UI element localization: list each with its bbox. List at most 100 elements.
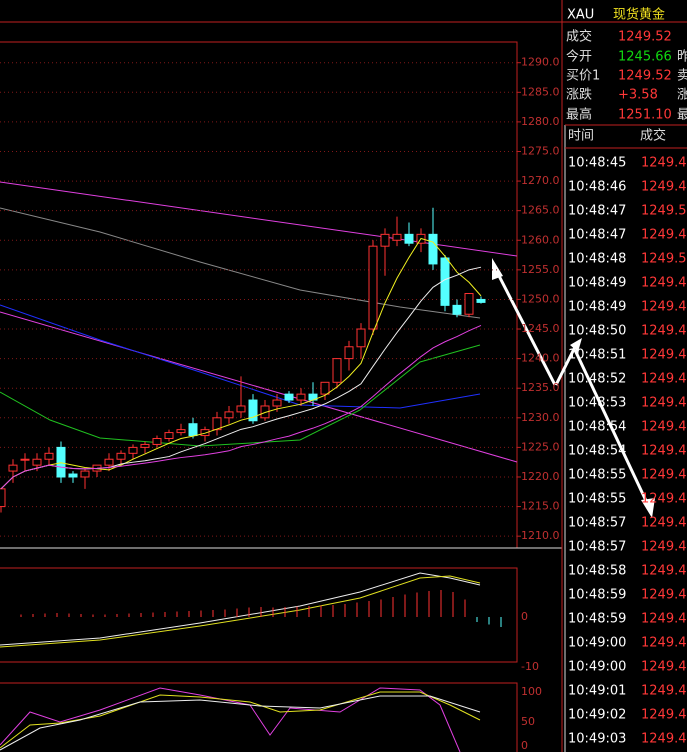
trade-time: 10:49:01	[568, 684, 626, 699]
avg-line	[0, 207, 481, 319]
trade-time: 10:48:53	[568, 396, 626, 411]
trade-time: 10:48:55	[568, 492, 626, 507]
y-tick-label: 0	[521, 610, 528, 623]
trade-time: 10:48:47	[568, 204, 626, 219]
y-tick-label: 1255.0	[521, 263, 560, 276]
trades-header: 时间	[568, 129, 594, 144]
avg-line	[0, 304, 481, 409]
candle-body	[164, 432, 174, 440]
trade-time: 10:48:49	[568, 276, 626, 291]
quote-label: 成交	[566, 29, 592, 45]
candle-body	[68, 473, 78, 478]
macd-line	[0, 572, 481, 646]
trade-time: 10:49:03	[568, 732, 626, 747]
trade-time: 10:48:51	[568, 348, 626, 363]
candle-body	[380, 233, 390, 247]
avg-line	[0, 344, 481, 447]
quote-label-cut: 最	[677, 108, 687, 123]
quote-label-cut: 昨	[677, 50, 687, 65]
signal-line	[0, 575, 481, 648]
quote-label: 涨跌	[566, 87, 592, 103]
trade-price: 1249.4	[641, 684, 687, 699]
candle-body	[332, 358, 342, 383]
candle-body	[8, 464, 18, 472]
candle-body	[56, 446, 66, 478]
ma-line	[0, 325, 482, 490]
candle-body	[20, 458, 30, 461]
y-tick-label: 1225.0	[521, 440, 560, 453]
trade-price: 1249.5	[641, 204, 687, 219]
trade-price: 1249.4	[641, 540, 687, 555]
candle-body	[104, 458, 114, 466]
trade-time: 10:49:02	[568, 708, 626, 723]
trade-price: 1249.4	[641, 276, 687, 291]
trade-price: 1249.4	[641, 228, 687, 243]
candle-body	[452, 304, 462, 315]
candle-body	[272, 399, 282, 407]
trade-price: 1249.4	[641, 660, 687, 675]
j-line	[0, 695, 481, 751]
trade-price: 1249.4	[641, 372, 687, 387]
k-line	[0, 687, 461, 752]
trade-price: 1249.4	[641, 156, 687, 171]
trade-time: 10:48:54	[568, 444, 626, 459]
candle-body	[224, 411, 234, 419]
candle-body	[428, 233, 438, 265]
y-tick-label: 1235.0	[521, 381, 560, 394]
candle-body	[260, 405, 270, 419]
quote-value: 1251.10	[618, 108, 672, 123]
candle-body	[296, 393, 306, 401]
candle-body	[248, 399, 258, 422]
candle-body	[464, 293, 474, 315]
trade-time: 10:48:55	[568, 468, 626, 483]
quote-label-cut: 卖	[677, 69, 687, 84]
trade-price: 1249.4	[641, 324, 687, 339]
candle-body	[356, 328, 366, 348]
trade-price: 1249.4	[641, 732, 687, 747]
trade-price: 1249.4	[641, 588, 687, 603]
candle-body	[392, 233, 402, 241]
ma-line	[0, 237, 482, 490]
candle-body	[80, 470, 90, 478]
y-tick-label: 1290.0	[521, 56, 560, 69]
trade-time: 10:48:46	[568, 180, 626, 195]
trade-price: 1249.5	[641, 252, 687, 267]
trade-price: 1249.4	[641, 612, 687, 627]
d-line	[0, 691, 481, 749]
candle-body	[368, 245, 378, 330]
instrument-name: 现货黄金	[613, 7, 665, 23]
trend-line	[0, 311, 518, 463]
candle-body	[128, 446, 138, 454]
candle-body	[476, 298, 486, 303]
quote-label: 最高	[566, 107, 592, 123]
candle-body	[116, 452, 126, 460]
trade-time: 10:48:59	[568, 612, 626, 627]
trade-time: 10:48:52	[568, 372, 626, 387]
candle-body	[212, 417, 222, 431]
trade-time: 10:48:50	[568, 324, 626, 339]
y-tick-label: 1265.0	[521, 204, 560, 217]
y-tick-label: 1280.0	[521, 115, 560, 128]
trade-price: 1249.4	[641, 468, 687, 483]
y-tick-label: 1240.0	[521, 352, 560, 365]
candle-body	[32, 458, 42, 466]
arrow	[554, 342, 579, 386]
y-tick-label: 1245.0	[521, 322, 560, 335]
trade-time: 10:48:54	[568, 420, 626, 435]
trade-price: 1249.4	[641, 708, 687, 723]
trend-line	[0, 181, 518, 257]
trade-time: 10:48:45	[568, 156, 626, 171]
macd-panel	[0, 567, 518, 663]
trade-price: 1249.4	[641, 420, 687, 435]
candle-body	[404, 233, 414, 244]
y-tick-label: 1260.0	[521, 233, 560, 246]
y-tick-label: 100	[521, 685, 542, 698]
arrow	[573, 349, 650, 506]
trade-price: 1249.4	[641, 396, 687, 411]
trade-price: 1249.4	[641, 348, 687, 363]
candle-body	[176, 429, 186, 434]
candle-body	[140, 443, 150, 448]
candle-body	[200, 429, 210, 437]
